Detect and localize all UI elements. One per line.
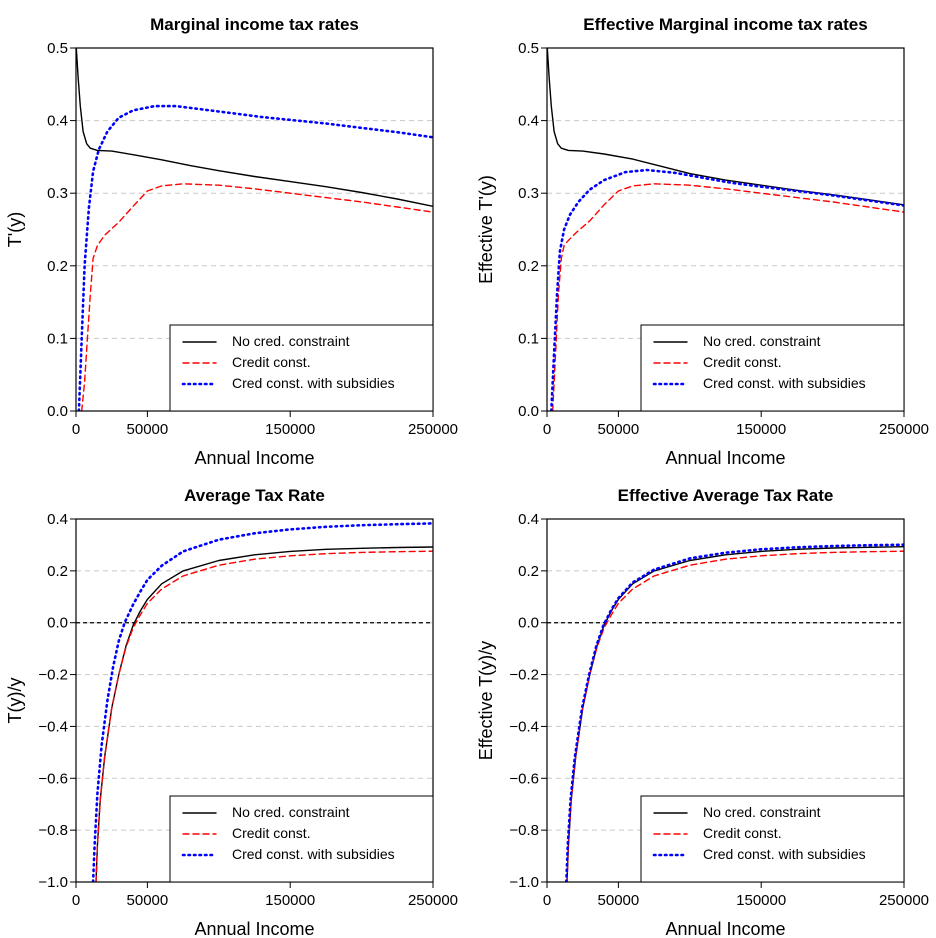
legend-label-3: Cred const. with subsidies xyxy=(703,375,866,391)
x-axis-label: Annual Income xyxy=(665,919,785,938)
chart-panel-1: 0.0 0.1 0.2 0.3 0.4 0.5 0 50000 150000 250000 Marg… xyxy=(5,15,458,468)
series-line-3 xyxy=(564,543,904,882)
y-tick-label: 0.1 xyxy=(518,330,539,347)
y-tick-label: −0.6 xyxy=(38,770,68,787)
chart-title: Average Tax Rate xyxy=(184,486,325,505)
x-tick-label: 250000 xyxy=(408,892,458,909)
legend-label-2: Credit const. xyxy=(703,354,782,370)
y-tick-label: 0.4 xyxy=(47,113,68,130)
legend-box xyxy=(640,795,905,883)
y-tick-label: −0.6 xyxy=(509,770,539,787)
y-axis-label: T(y)/y xyxy=(5,678,25,724)
y-tick-label: 0.1 xyxy=(47,330,68,347)
x-tick-label: 50000 xyxy=(598,892,640,909)
y-tick-label: −0.8 xyxy=(509,822,539,839)
legend: No cred. constraint Credit const. Cred con… xyxy=(640,795,905,883)
series-line-1 xyxy=(76,48,433,208)
legend-label-3: Cred const. with subsidies xyxy=(703,846,866,862)
x-tick-label: 50000 xyxy=(598,421,640,438)
legend-label-3: Cred const. with subsidies xyxy=(232,846,395,862)
y-tick-label: 0.4 xyxy=(518,113,539,130)
x-axis-label: Annual Income xyxy=(194,919,314,938)
y-tick-label: 0.5 xyxy=(518,40,539,57)
y-tick-label: −0.4 xyxy=(38,718,68,735)
x-axis-label: Annual Income xyxy=(665,448,785,468)
y-tick-label: 0.2 xyxy=(47,563,68,580)
y-tick-label: 0.5 xyxy=(47,40,68,57)
x-axis-label: Annual Income xyxy=(194,448,314,468)
legend-label-3: Cred const. with subsidies xyxy=(232,375,395,391)
x-tick-label: 150000 xyxy=(265,421,315,438)
x-tick-label: 150000 xyxy=(736,892,786,909)
series-line-2 xyxy=(566,550,904,882)
legend-label-2: Credit const. xyxy=(232,354,311,370)
x-tick-label: 250000 xyxy=(408,421,458,438)
legend-label-2: Credit const. xyxy=(703,825,782,841)
y-tick-label: 0.0 xyxy=(518,615,539,632)
legend-label-2: Credit const. xyxy=(232,825,311,841)
series-line-1 xyxy=(547,48,904,206)
series-line-3 xyxy=(77,104,433,411)
y-tick-label: 0.0 xyxy=(47,615,68,632)
legend: No cred. constraint Credit const. Cred con… xyxy=(169,324,434,412)
y-tick-label: −0.4 xyxy=(509,718,539,735)
x-tick-label: 0 xyxy=(543,421,551,438)
legend: No cred. constraint Credit const. Cred con… xyxy=(640,324,905,412)
y-tick-label: −1.0 xyxy=(38,874,68,891)
y-tick-label: 0.2 xyxy=(518,258,539,275)
series-line-3 xyxy=(549,168,904,411)
x-tick-label: 50000 xyxy=(127,892,169,909)
x-tick-label: 0 xyxy=(72,892,80,909)
series-line-3 xyxy=(91,522,433,882)
y-tick-label: 0.2 xyxy=(518,563,539,580)
chart-panel-4: −1.0 −0.8 −0.6 −0.4 −0.2 0.0 0.2 0.4 0 50000 15000… xyxy=(476,486,929,938)
legend-box xyxy=(169,324,434,412)
y-tick-label: −0.2 xyxy=(509,667,539,684)
x-tick-label: 250000 xyxy=(879,421,929,438)
y-tick-label: −0.8 xyxy=(38,822,68,839)
x-tick-label: 0 xyxy=(72,421,80,438)
legend-label-1: No cred. constraint xyxy=(703,333,821,349)
y-tick-label: 0.3 xyxy=(47,185,68,202)
y-tick-label: 0.4 xyxy=(518,511,539,528)
legend-label-1: No cred. constraint xyxy=(232,333,350,349)
y-tick-label: 0.4 xyxy=(47,511,68,528)
legend-label-1: No cred. constraint xyxy=(232,804,350,820)
series-line-2 xyxy=(95,550,433,882)
legend-box xyxy=(640,324,905,412)
y-tick-label: −0.2 xyxy=(38,667,68,684)
chart-panel-2: 0.0 0.1 0.2 0.3 0.4 0.5 0 50000 150000 250000 Effe… xyxy=(476,15,929,468)
legend: No cred. constraint Credit const. Cred con… xyxy=(169,795,434,883)
y-tick-label: 0.0 xyxy=(518,403,539,420)
x-tick-label: 250000 xyxy=(879,892,929,909)
y-tick-label: 0.0 xyxy=(47,403,68,420)
legend-label-1: No cred. constraint xyxy=(703,804,821,820)
y-tick-label: −1.0 xyxy=(509,874,539,891)
y-axis-label: Effective T'(y) xyxy=(476,175,496,284)
series-line-2 xyxy=(552,183,904,411)
y-tick-label: 0.3 xyxy=(518,185,539,202)
x-tick-label: 150000 xyxy=(265,892,315,909)
chart-panel-3: −1.0 −0.8 −0.6 −0.4 −0.2 0.0 0.2 0.4 0 50000 15000… xyxy=(5,486,458,938)
chart-title: Effective Average Tax Rate xyxy=(618,486,834,505)
x-tick-label: 50000 xyxy=(127,421,169,438)
chart-title: Effective Marginal income tax rates xyxy=(583,15,867,34)
y-axis-label: T'(y) xyxy=(5,212,25,247)
series-line-2 xyxy=(80,183,433,411)
x-tick-label: 150000 xyxy=(736,421,786,438)
y-axis-label: Effective T(y)/y xyxy=(476,641,496,760)
legend-box xyxy=(169,795,434,883)
y-tick-label: 0.2 xyxy=(47,258,68,275)
x-tick-label: 0 xyxy=(543,892,551,909)
chart-title: Marginal income tax rates xyxy=(150,15,359,34)
